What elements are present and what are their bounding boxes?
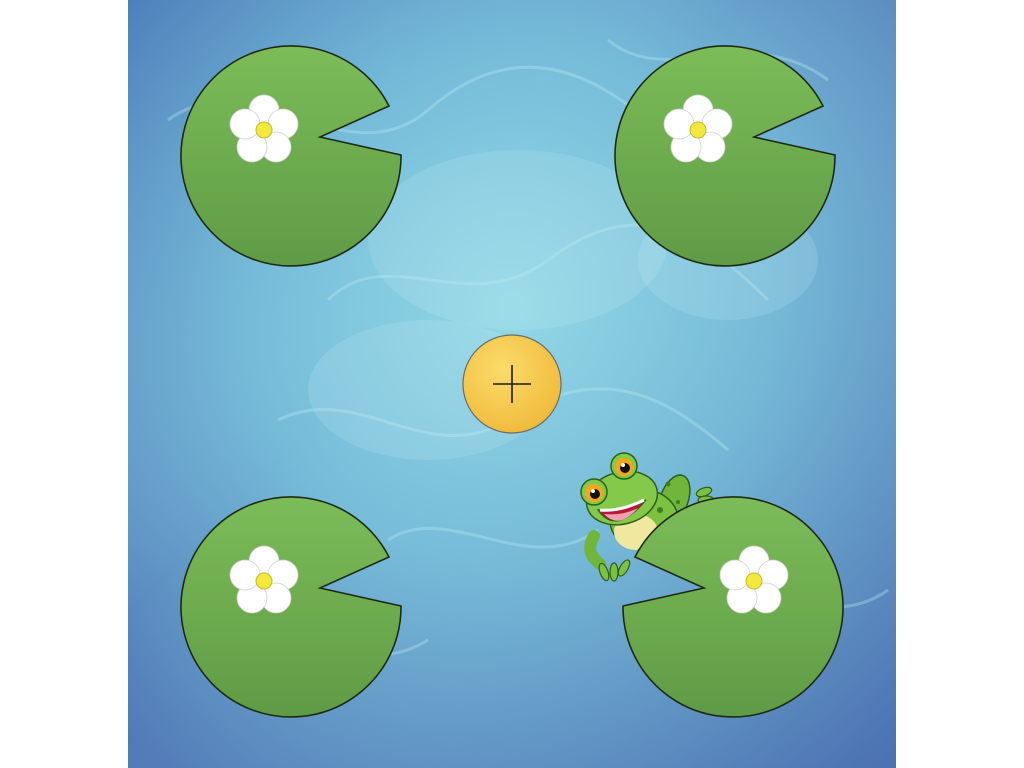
lily-pad-shape bbox=[180, 496, 402, 718]
lily-pad-top-right[interactable] bbox=[614, 44, 844, 274]
lily-pad-bottom-right[interactable] bbox=[614, 495, 844, 725]
lily-pad-bottom-left[interactable] bbox=[180, 495, 410, 725]
frog-icon[interactable] bbox=[564, 440, 724, 600]
lily-pad-shape bbox=[180, 45, 402, 267]
pond-background bbox=[128, 0, 896, 768]
lily-pad-shape bbox=[614, 45, 836, 267]
plus-icon bbox=[493, 365, 531, 403]
flower-icon bbox=[663, 94, 733, 163]
flower-icon bbox=[719, 545, 789, 614]
flower-icon bbox=[229, 545, 299, 614]
lily-pad-top-left[interactable] bbox=[180, 44, 410, 274]
add-button[interactable] bbox=[461, 333, 563, 435]
flower-icon bbox=[229, 94, 299, 163]
